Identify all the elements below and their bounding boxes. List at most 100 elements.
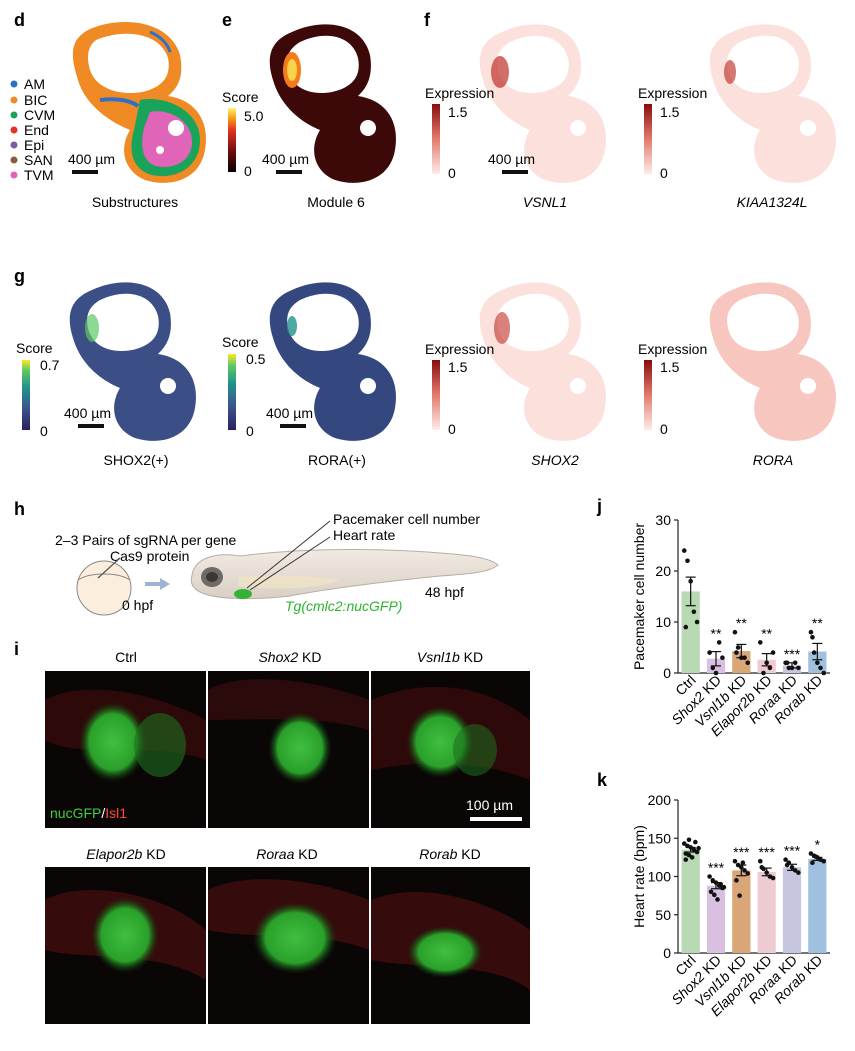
colorbar-g2 xyxy=(228,354,236,430)
colorbar-title-e: Score xyxy=(222,89,259,105)
data-point xyxy=(707,874,712,879)
panel-letter-k: k xyxy=(597,770,608,790)
scalebar-i xyxy=(470,817,522,821)
y-axis-label: Heart rate (bpm) xyxy=(631,825,647,928)
shox2-expression-map xyxy=(479,282,606,441)
scalebar-g1 xyxy=(78,424,104,428)
stain-legend: nucGFP/Isl1 xyxy=(50,805,127,821)
panel-letter-g: g xyxy=(14,266,25,286)
data-point xyxy=(789,865,795,870)
data-point xyxy=(786,665,792,671)
panel-letter-i: i xyxy=(14,639,19,659)
data-point xyxy=(691,609,697,615)
egg-illustration xyxy=(76,557,132,616)
cas9-text: Cas9 protein xyxy=(110,548,189,564)
data-point xyxy=(808,629,814,635)
bar xyxy=(706,885,726,953)
y-tick-label: 30 xyxy=(655,512,671,528)
data-point xyxy=(742,868,747,873)
significance-label: ** xyxy=(812,615,823,631)
micro-title-shox2: Shox2 KD xyxy=(258,649,321,665)
caption-d: Substructures xyxy=(92,194,178,210)
data-point xyxy=(757,640,763,645)
legend-label-bic: BIC xyxy=(24,92,47,108)
colorbar-min-g2: 0 xyxy=(246,423,254,439)
data-point xyxy=(686,852,692,858)
data-point xyxy=(694,849,700,855)
data-point xyxy=(734,878,739,883)
arrow-icon xyxy=(145,578,170,590)
data-point xyxy=(708,889,714,895)
data-point xyxy=(715,897,720,902)
bar xyxy=(782,867,802,953)
data-point xyxy=(759,865,765,870)
significance-label: *** xyxy=(784,843,801,859)
data-point xyxy=(734,650,739,655)
data-point xyxy=(693,839,698,845)
scalebar-f xyxy=(502,170,528,174)
y-axis-label: Pacemaker cell number xyxy=(631,523,647,670)
data-point xyxy=(681,841,687,846)
data-point xyxy=(810,635,815,640)
scalebar-g2 xyxy=(280,424,306,428)
colorbar-min-g3: 0 xyxy=(448,421,456,437)
caption-shox2: SHOX2 xyxy=(531,452,579,468)
panel-letter-h: h xyxy=(14,499,25,519)
panel-letter-f: f xyxy=(424,10,431,30)
data-point xyxy=(770,875,776,881)
data-point xyxy=(796,870,801,875)
legend-swatch-tvm xyxy=(10,171,18,179)
y-tick-label: 200 xyxy=(648,792,672,808)
caption-vsnl1: VSNL1 xyxy=(523,194,567,210)
colorbar-title-g1: Score xyxy=(16,340,53,356)
colorbar-max-g4: 1.5 xyxy=(660,359,680,375)
data-point xyxy=(710,878,716,883)
significance-label: *** xyxy=(708,860,725,876)
leader-line-heartrate xyxy=(249,536,331,591)
data-point xyxy=(718,881,723,887)
colorbar-title-g2: Score xyxy=(222,334,259,350)
caption-e: Module 6 xyxy=(307,194,365,210)
scalebar-label-g1: 400 µm xyxy=(64,405,111,421)
caption-shox2-score: SHOX2(+) xyxy=(104,452,169,468)
data-point xyxy=(732,858,738,864)
data-point xyxy=(713,880,719,885)
bar xyxy=(681,849,700,953)
micro-title-elapor2b: Elapor2b KD xyxy=(86,846,165,862)
data-point xyxy=(685,558,690,564)
data-point xyxy=(740,860,746,866)
data-point xyxy=(716,640,722,645)
data-point xyxy=(764,660,769,666)
colorbar-max-e: 5.0 xyxy=(244,108,264,124)
data-point xyxy=(720,655,725,660)
data-point xyxy=(688,845,693,850)
data-point xyxy=(745,871,751,876)
data-point xyxy=(689,855,695,860)
time-0hpf: 0 hpf xyxy=(122,597,153,613)
legend-swatch-san xyxy=(10,156,18,164)
micrograph-elapor2b xyxy=(45,867,206,1024)
micrograph-vsnl1b xyxy=(371,671,530,828)
micro-title-roraa: Roraa KD xyxy=(256,846,317,862)
data-point xyxy=(810,860,815,866)
scalebar-d xyxy=(72,170,98,174)
data-point xyxy=(796,665,801,671)
colorbar-f1 xyxy=(432,104,440,174)
panel-letter-d: d xyxy=(14,10,25,30)
vsnl1-expression-map xyxy=(479,24,606,183)
colorbar-min-g1: 0 xyxy=(40,423,48,439)
significance-label: ** xyxy=(761,625,772,641)
panel-letter-j: j xyxy=(596,496,602,516)
colorbar-g4 xyxy=(644,360,652,430)
pacemaker-label: Pacemaker cell number xyxy=(333,511,480,527)
substructure-legend: AM BIC CVM End Epi SAN TVM xyxy=(10,76,55,183)
caption-rora: RORA xyxy=(753,452,793,468)
data-point xyxy=(683,624,689,630)
data-point xyxy=(688,578,693,584)
y-tick-label: 100 xyxy=(648,869,672,885)
micro-title-rorab: Rorab KD xyxy=(419,846,480,862)
data-point xyxy=(742,655,747,660)
leader-line-pacemaker xyxy=(246,520,331,589)
